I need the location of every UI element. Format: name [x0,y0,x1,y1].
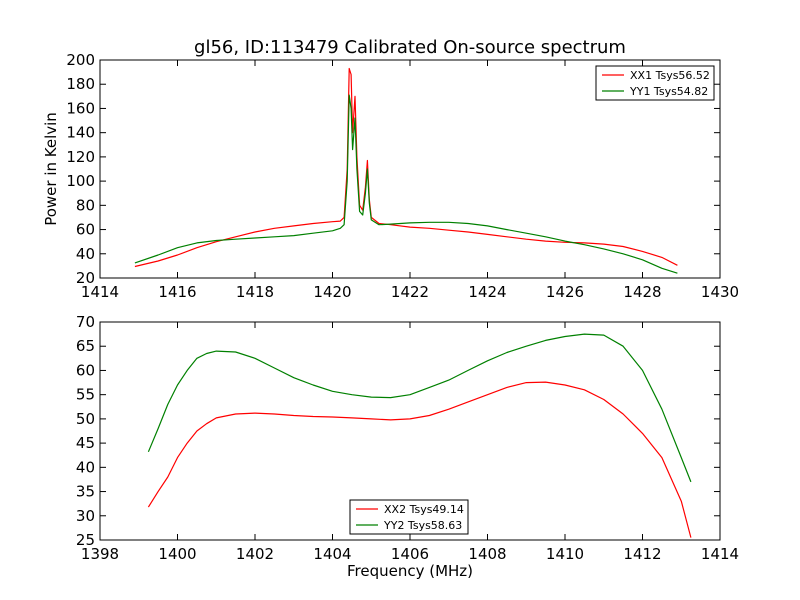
x-tick-label: 1414 [701,545,739,563]
series-line-xx2 [147,381,692,538]
x-tick-label: 1398 [81,545,119,563]
y-tick-label: 120 [66,148,95,166]
chart-title: gl56, ID:113479 Calibrated On-source spe… [194,37,626,58]
y-tick-label: 40 [76,245,95,263]
top-legend: XX1 Tsys56.52 YY1 Tsys54.82 [595,65,715,101]
y-tick-label: 25 [76,531,95,549]
legend-label-yy1: YY1 Tsys54.82 [629,85,708,98]
x-tick-label: 1428 [623,283,661,301]
x-tick-label: 1404 [313,545,351,563]
legend-label-xx1: XX1 Tsys56.52 [630,69,710,82]
bottom-legend: XX2 Tsys49.14 YY2 Tsys58.63 [349,499,469,535]
x-tick-label: 1430 [701,283,739,301]
y-tick-label: 65 [76,337,95,355]
y-tick-label: 60 [76,361,95,379]
top-chart: gl56, ID:113479 Calibrated On-source spe… [42,37,739,301]
y-tick-label: 30 [76,507,95,525]
x-tick-label: 1406 [391,545,429,563]
bottom-chart: Frequency (MHz) 1398 1400 1402 1404 1406 1408… [76,313,739,580]
x-tick-label: 1418 [236,283,274,301]
y-tick-label: 20 [76,269,95,287]
legend-label-xx2: XX2 Tsys49.14 [384,503,464,516]
y-tick-label: 70 [76,313,95,331]
y-tick-label: 140 [66,124,95,142]
x-tick-label: 1408 [468,545,506,563]
y-tick-label: 100 [66,172,95,190]
top-series-group [134,67,678,274]
y-tick-label: 200 [66,51,95,69]
x-tick-label: 1412 [623,545,661,563]
y-axis-label: Power in Kelvin [42,112,60,226]
x-tick-label: 1420 [313,283,351,301]
y-tick-label: 50 [76,410,95,428]
y-tick-label: 160 [66,99,95,117]
legend-label-yy2: YY2 Tsys58.63 [383,519,462,532]
y-tick-label: 180 [66,75,95,93]
x-tick-label: 1410 [546,545,584,563]
x-tick-label: 1416 [158,283,196,301]
x-tick-label: 1414 [81,283,119,301]
bottom-legend-box [349,499,469,535]
x-tick-label: 1424 [468,283,506,301]
x-tick-label: 1402 [236,545,274,563]
x-tick-label: 1426 [546,283,584,301]
y-tick-label: 35 [76,483,95,501]
x-axis-label: Frequency (MHz) [347,562,473,580]
y-tick-label: 80 [76,196,95,214]
top-ticks: 1414 1416 1418 1420 1422 1424 1426 1428 1430 20 40… [66,51,739,301]
top-legend-box [595,65,715,101]
y-tick-label: 40 [76,458,95,476]
bottom-series-group [147,333,692,538]
y-tick-label: 55 [76,386,95,404]
series-line-yy2 [147,333,692,483]
series-line-xx1 [134,67,678,268]
x-tick-label: 1400 [158,545,196,563]
y-tick-label: 60 [76,221,95,239]
series-line-yy1 [134,94,678,274]
x-tick-label: 1422 [391,283,429,301]
y-tick-label: 45 [76,434,95,452]
bottom-ticks: 1398 1400 1402 1404 1406 1408 1410 1412 1414 25 30… [76,313,739,563]
